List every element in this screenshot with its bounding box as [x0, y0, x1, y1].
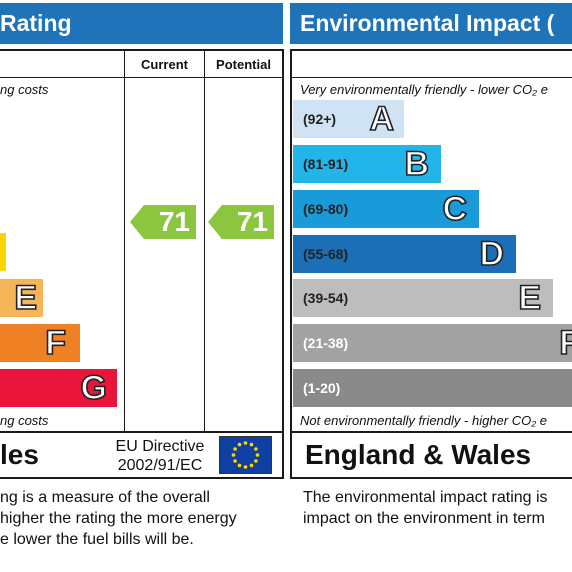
energy-potential-col-divider [204, 49, 205, 433]
environmental-band-b: (81-91) B [293, 145, 441, 183]
energy-rating-title: Rating [0, 10, 72, 36]
energy-current-col-divider [124, 49, 125, 433]
energy-description-line1: ng is a measure of the overall [0, 489, 210, 506]
environmental-band-b-range: (81-91) [303, 156, 349, 172]
environmental-table-header-divider [290, 77, 572, 78]
energy-band-d-partial [0, 233, 6, 271]
environmental-band-a: (92+) A [293, 100, 404, 138]
environmental-band-a-range: (92+) [303, 111, 337, 127]
environmental-band-d-letter: D [479, 235, 505, 273]
environmental-description: The environmental impact rating is impac… [303, 487, 572, 529]
environmental-description-line1: The environmental impact rating is [303, 489, 548, 506]
potential-rating-arrow: 71 [208, 205, 274, 239]
environmental-band-g-range: (1-20) [303, 380, 341, 396]
environmental-band-c-range: (69-80) [303, 201, 349, 217]
environmental-description-line2: impact on the environment in term [303, 510, 545, 527]
environmental-country-label: England & Wales [305, 439, 532, 470]
energy-top-note: ng costs [0, 82, 49, 97]
environmental-band-d-range: (55-68) [303, 246, 349, 262]
environmental-band-f: (21-38) F [293, 324, 572, 362]
environmental-footer-box [290, 431, 572, 479]
energy-band-f-letter: F [44, 324, 66, 362]
energy-table-header-divider [0, 77, 283, 78]
energy-band-e: E [0, 279, 43, 317]
environmental-band-d: (55-68) D [293, 235, 516, 273]
eu-directive-line2: 2002/91/EC [117, 457, 203, 474]
environmental-band-e: (39-54) E [293, 279, 553, 317]
current-rating-value: 71 [158, 206, 190, 237]
environmental-band-c-letter: C [442, 190, 468, 228]
energy-band-g-letter: G [80, 369, 108, 407]
energy-bottom-note: ng costs [0, 413, 49, 428]
current-column-header: Current [141, 57, 188, 72]
energy-band-f: F [0, 324, 80, 362]
energy-description-line2: higher the rating the more energy [0, 510, 237, 527]
environmental-band-e-range: (39-54) [303, 290, 349, 306]
environmental-top-note: Very environmentally friendly - lower CO… [300, 82, 548, 97]
energy-country-label: les [0, 439, 39, 470]
potential-column-header: Potential [216, 57, 271, 72]
environmental-bottom-note: Not environmentally friendly - higher CO… [300, 413, 548, 428]
environmental-band-b-letter: B [404, 145, 430, 183]
energy-band-g: G [0, 369, 117, 407]
environmental-band-g: (1-20) [293, 369, 572, 407]
energy-rating-header: Rating [0, 3, 283, 44]
environmental-band-e-letter: E [518, 279, 542, 317]
energy-description-line3: e lower the fuel bills will be. [0, 531, 194, 548]
potential-rating-value: 71 [236, 206, 268, 237]
environmental-impact-header: Environmental Impact ( [290, 3, 572, 44]
energy-description: ng is a measure of the overall higher th… [0, 487, 283, 550]
eu-flag-icon [219, 436, 272, 474]
environmental-band-c: (69-80) C [293, 190, 479, 228]
eu-directive-line1: EU Directive [115, 438, 205, 455]
current-rating-arrow: 71 [130, 205, 196, 239]
environmental-impact-title: Environmental Impact ( [300, 10, 555, 36]
eu-stars-icon [231, 441, 260, 469]
environmental-band-a-letter: A [369, 100, 395, 138]
environmental-band-f-letter: F [558, 324, 572, 362]
eu-directive-label: EU Directive 2002/91/EC [108, 437, 212, 475]
environmental-band-f-range: (21-38) [303, 335, 349, 351]
energy-band-e-letter: E [14, 279, 38, 317]
